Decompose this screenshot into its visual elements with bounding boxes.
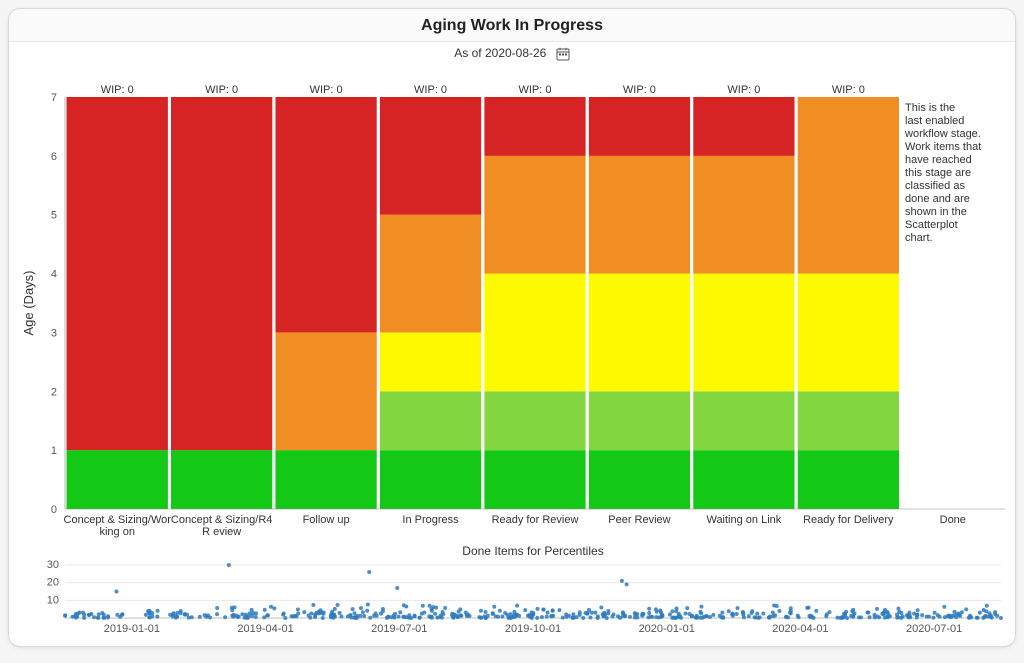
aging-band (589, 391, 690, 450)
aging-band (171, 450, 272, 509)
svg-text:7: 7 (51, 92, 57, 104)
svg-text:WIP: 0: WIP: 0 (832, 84, 865, 96)
svg-text:workflow stage.: workflow stage. (904, 128, 981, 140)
aging-band (798, 391, 899, 450)
svg-text:Waiting on Link: Waiting on Link (706, 514, 781, 526)
svg-text:2019-07-01: 2019-07-01 (371, 623, 427, 635)
svg-text:This is the: This is the (905, 102, 955, 114)
svg-text:5: 5 (51, 210, 57, 222)
aging-band (275, 450, 376, 509)
done-annotation: This is thelast enabledworkflow stage.Wo… (904, 102, 981, 244)
svg-text:30: 30 (47, 559, 59, 571)
aging-band (693, 97, 794, 156)
panel-title: Aging Work In Progress (9, 9, 1015, 42)
aging-band (589, 156, 690, 274)
aging-band (484, 156, 585, 274)
aging-wip-panel: Aging Work In Progress As of 2020-08-26 … (8, 8, 1016, 647)
svg-text:Done: Done (940, 514, 966, 526)
svg-text:2: 2 (51, 386, 57, 398)
aging-band (484, 450, 585, 509)
svg-text:Done Items for Percentiles: Done Items for Percentiles (462, 544, 603, 558)
svg-text:3: 3 (51, 327, 57, 339)
aging-band (380, 332, 481, 391)
chart-area: 0 1 2 3 4 5 6 7 Age (Days) WIP: 0 Concept & Sizing… (17, 67, 1007, 638)
svg-text:Ready for Delivery: Ready for Delivery (803, 514, 894, 526)
svg-text:Concept & Sizing/Wor: Concept & Sizing/Wor (64, 514, 172, 526)
svg-text:WIP: 0: WIP: 0 (310, 84, 343, 96)
aging-band (798, 450, 899, 509)
chart-svg: 0 1 2 3 4 5 6 7 Age (Days) WIP: 0 Concept & Sizing… (17, 67, 1009, 640)
svg-text:2020-01-01: 2020-01-01 (639, 623, 695, 635)
aging-band (275, 332, 376, 450)
svg-text:In Progress: In Progress (402, 514, 459, 526)
svg-text:Peer Review: Peer Review (608, 514, 670, 526)
aging-band (67, 97, 168, 450)
aging-band (589, 97, 690, 156)
aging-band (275, 97, 376, 332)
svg-text:this stage are: this stage are (905, 167, 971, 179)
svg-text:0: 0 (51, 504, 57, 516)
svg-text:6: 6 (51, 151, 57, 163)
aging-band (589, 450, 690, 509)
svg-text:classified as: classified as (905, 180, 965, 192)
aging-band (798, 97, 899, 274)
aging-band (693, 156, 794, 274)
svg-text:shown in the: shown in the (905, 206, 967, 218)
scatter-points (63, 563, 1003, 620)
y-axis-label: Age (Days) (21, 270, 36, 335)
aging-band (589, 274, 690, 392)
svg-text:1: 1 (51, 445, 57, 457)
aging-band (484, 97, 585, 156)
svg-text:Follow up: Follow up (303, 514, 350, 526)
svg-text:chart.: chart. (905, 232, 933, 244)
svg-text:2020-04-01: 2020-04-01 (772, 623, 828, 635)
svg-text:WIP: 0: WIP: 0 (101, 84, 134, 96)
svg-text:2019-10-01: 2019-10-01 (505, 623, 561, 635)
aging-band (693, 450, 794, 509)
aging-band (380, 215, 481, 333)
asof-label: As of 2020-08-26 (454, 46, 546, 60)
svg-text:Ready for Review: Ready for Review (492, 514, 579, 526)
svg-text:Scatterplot: Scatterplot (905, 219, 958, 231)
aging-band (67, 450, 168, 509)
svg-text:WIP: 0: WIP: 0 (518, 84, 551, 96)
asof-row: As of 2020-08-26 (9, 42, 1015, 63)
aging-band (484, 391, 585, 450)
svg-text:2019-04-01: 2019-04-01 (237, 623, 293, 635)
aging-band (798, 274, 899, 392)
svg-text:4: 4 (51, 269, 57, 281)
svg-text:10: 10 (47, 594, 59, 606)
svg-text:WIP: 0: WIP: 0 (623, 84, 656, 96)
svg-text:Work items that: Work items that (905, 141, 981, 153)
aging-band (693, 391, 794, 450)
svg-text:WIP: 0: WIP: 0 (414, 84, 447, 96)
svg-text:2020-07-01: 2020-07-01 (906, 623, 962, 635)
svg-text:2019-01-01: 2019-01-01 (104, 623, 160, 635)
aging-band (380, 391, 481, 450)
svg-text:king on: king on (99, 526, 134, 538)
svg-text:WIP: 0: WIP: 0 (727, 84, 760, 96)
aging-band (484, 274, 585, 392)
aging-band (380, 450, 481, 509)
svg-text:have reached: have reached (905, 154, 972, 166)
aging-band (693, 274, 794, 392)
svg-text:done and are: done and are (905, 193, 970, 205)
svg-text:R eview: R eview (202, 526, 241, 538)
svg-text:WIP: 0: WIP: 0 (205, 84, 238, 96)
svg-text:Concept & Sizing/R4: Concept & Sizing/R4 (171, 514, 273, 526)
aging-band (171, 97, 272, 450)
aging-band (380, 97, 481, 215)
svg-text:20: 20 (47, 577, 59, 589)
svg-text:last enabled: last enabled (905, 115, 964, 127)
calendar-icon[interactable] (556, 47, 570, 61)
